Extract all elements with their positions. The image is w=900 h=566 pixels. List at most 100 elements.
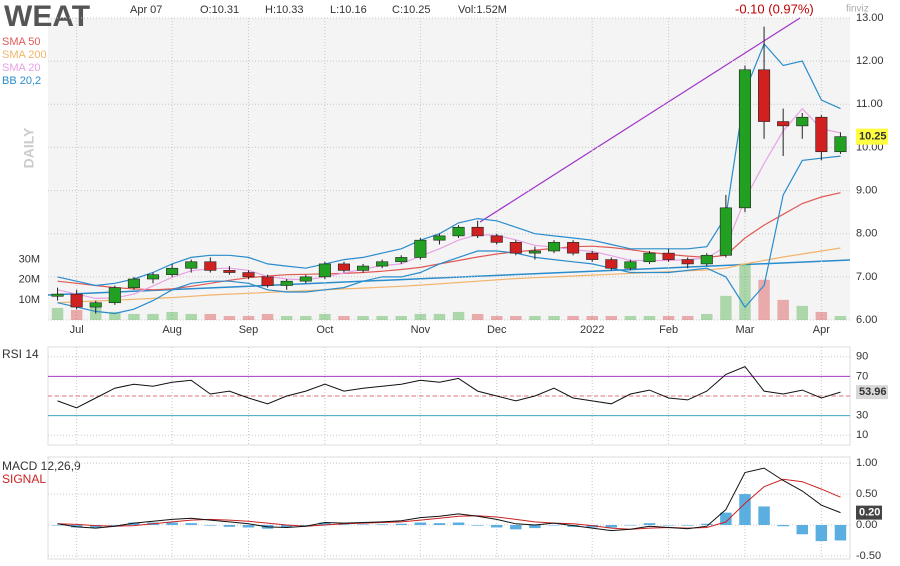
- y-tick-label: 1.00: [856, 457, 877, 469]
- histogram-bar: [701, 523, 713, 525]
- volume-bar: [567, 315, 579, 320]
- candle-body: [376, 261, 389, 267]
- macd-title: MACD 12,26,9: [2, 459, 81, 473]
- histogram-bar: [185, 523, 197, 525]
- legend-entry: SMA 20: [2, 62, 41, 74]
- signal-line: [57, 478, 841, 530]
- histogram-bar: [662, 525, 675, 526]
- volume-bar: [681, 315, 694, 320]
- histogram-bar: [51, 525, 64, 526]
- candle-body: [567, 242, 580, 254]
- candle-body: [662, 252, 675, 260]
- candle-body: [185, 261, 198, 269]
- volume-bar: [471, 313, 484, 320]
- change: -0.10 (0.97%): [735, 1, 814, 16]
- trend-line: [479, 17, 801, 223]
- histogram-bar: [280, 525, 293, 528]
- candle-body: [586, 252, 599, 260]
- histogram-bar: [491, 525, 503, 528]
- histogram-bar: [834, 525, 847, 541]
- volume-bar: [510, 315, 522, 320]
- volume-bar: [376, 315, 388, 320]
- volume-bar: [51, 307, 64, 320]
- volume-bar: [777, 299, 789, 320]
- volume-bar: [758, 279, 770, 320]
- rsi-title: RSI 14: [2, 347, 39, 361]
- candle-body: [815, 116, 828, 153]
- volume-bar: [128, 313, 140, 320]
- macd-panel: [47, 456, 851, 560]
- volume-bar: [739, 263, 751, 320]
- header-info: Apr 07: [130, 4, 162, 16]
- x-tick-label: Jul: [70, 324, 84, 336]
- candle-body: [204, 261, 217, 271]
- histogram-bar: [643, 523, 656, 525]
- y-tick-label: 30: [856, 410, 868, 422]
- histogram-bar: [166, 522, 178, 525]
- histogram-bar: [796, 525, 808, 535]
- candle-body: [796, 116, 809, 127]
- candle-body: [509, 242, 522, 254]
- volume-bar: [185, 313, 197, 320]
- x-tick-label: Mar: [735, 324, 754, 336]
- rsi-line: [57, 365, 841, 409]
- histogram-bar: [223, 525, 236, 527]
- volume-bar: [796, 305, 808, 320]
- legend-entry: BB 20,2: [2, 75, 41, 87]
- ticker: WEAT: [4, 0, 90, 33]
- y-tick-label: 90: [856, 351, 868, 363]
- volume-bar: [319, 313, 331, 320]
- header-info: O:10.31: [200, 4, 239, 16]
- volume-bar: [529, 315, 541, 320]
- volume-bar: [720, 295, 732, 320]
- volume-bar: [357, 315, 369, 320]
- volume-bar: [280, 315, 293, 320]
- x-tick-label: Feb: [659, 324, 678, 336]
- macd-line: [57, 467, 841, 532]
- price-badge-label: 10.25: [859, 131, 887, 143]
- y-tick-label: 7.00: [856, 271, 877, 283]
- histogram-bar: [338, 524, 350, 525]
- macd-badge: [856, 505, 882, 520]
- volume-bar: [166, 311, 178, 320]
- candle-body: [719, 207, 732, 256]
- volume-bar: [147, 313, 159, 320]
- histogram-bar: [681, 525, 694, 526]
- volume-tick-label: 30M: [19, 254, 40, 266]
- rsi-badge-label: 53.96: [859, 386, 887, 398]
- histogram-bar: [720, 512, 732, 525]
- candle-body: [280, 280, 293, 286]
- volume-bar: [624, 315, 637, 320]
- candle-body: [433, 235, 446, 241]
- volume-tick-label: 10M: [19, 294, 40, 306]
- candle-body: [452, 226, 465, 237]
- rsi-badge: [856, 385, 888, 400]
- volume-bar: [815, 311, 828, 320]
- source: finviz: [846, 4, 869, 15]
- candle-body: [51, 293, 64, 297]
- histogram-bar: [758, 506, 770, 525]
- volume-bar: [109, 311, 121, 320]
- candle-body: [605, 259, 618, 269]
- volume-bar: [605, 315, 618, 320]
- histogram-bar: [414, 522, 427, 525]
- histogram-bar: [529, 525, 541, 529]
- volume-bar: [261, 313, 274, 320]
- candle-body: [834, 136, 847, 153]
- y-tick-label: 0.00: [856, 519, 877, 531]
- histogram-bar: [815, 525, 828, 542]
- candle-body: [299, 276, 312, 282]
- volume-bar: [395, 315, 407, 320]
- legend-entry: SMA 50: [2, 36, 41, 48]
- candle-body: [643, 252, 656, 263]
- y-tick-label: 9.00: [856, 184, 877, 196]
- header-info: L:10.16: [330, 4, 367, 16]
- histogram-bar: [376, 524, 388, 525]
- candle-body: [738, 69, 752, 209]
- candle-body: [318, 263, 331, 278]
- histogram-bar: [395, 523, 407, 525]
- volume-bar: [70, 309, 83, 320]
- histogram-bar: [624, 525, 637, 526]
- y-tick-label: 11.00: [856, 98, 883, 110]
- histogram-bar: [586, 525, 598, 528]
